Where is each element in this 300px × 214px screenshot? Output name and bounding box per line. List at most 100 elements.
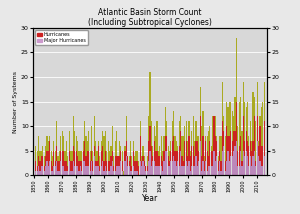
Bar <box>63 151 64 175</box>
Bar <box>119 141 120 175</box>
Bar <box>67 166 68 175</box>
Bar <box>141 161 142 175</box>
Bar <box>257 82 258 175</box>
Bar <box>215 136 216 175</box>
Bar <box>128 156 130 175</box>
Bar <box>89 171 91 175</box>
Bar <box>245 151 247 175</box>
Bar <box>200 141 201 175</box>
Bar <box>261 146 262 175</box>
Bar <box>204 171 205 175</box>
Bar <box>209 126 211 175</box>
Bar <box>163 136 164 175</box>
Bar <box>212 116 213 175</box>
Bar <box>120 161 121 175</box>
Bar <box>149 72 151 175</box>
Bar <box>119 156 120 175</box>
Bar <box>78 171 80 175</box>
Bar <box>44 171 45 175</box>
Bar <box>255 161 256 175</box>
Bar <box>219 136 220 175</box>
Bar <box>113 171 114 175</box>
Bar <box>236 38 237 175</box>
Bar <box>159 146 160 175</box>
Bar <box>184 126 185 175</box>
Bar <box>250 141 251 175</box>
Bar <box>70 161 71 175</box>
Bar <box>110 156 112 175</box>
Bar <box>106 171 107 175</box>
Bar <box>218 156 219 175</box>
Bar <box>122 161 123 175</box>
Bar <box>214 116 215 175</box>
Bar <box>130 141 131 175</box>
Bar <box>184 141 185 175</box>
Bar <box>35 161 36 175</box>
Bar <box>55 151 56 175</box>
Bar <box>179 146 180 175</box>
Bar <box>44 156 45 175</box>
Bar <box>110 166 112 175</box>
Bar <box>133 151 134 175</box>
Bar <box>183 161 184 175</box>
Bar <box>245 107 247 175</box>
Bar <box>138 166 140 175</box>
Bar <box>188 136 190 175</box>
Bar <box>201 156 202 175</box>
Bar <box>190 171 191 175</box>
Bar <box>220 136 222 175</box>
Bar <box>243 82 244 175</box>
Bar <box>151 146 152 175</box>
Bar <box>169 166 170 175</box>
Bar <box>248 166 250 175</box>
Bar <box>102 161 103 175</box>
Bar <box>60 136 62 175</box>
Bar <box>208 166 209 175</box>
Bar <box>169 151 170 175</box>
Bar <box>52 166 53 175</box>
Bar <box>134 171 135 175</box>
Bar <box>56 121 57 175</box>
Bar <box>69 161 70 175</box>
Bar <box>116 131 117 175</box>
Bar <box>175 136 176 175</box>
Bar <box>170 151 172 175</box>
Bar <box>169 161 170 175</box>
Bar <box>84 161 85 175</box>
Bar <box>258 156 259 175</box>
Bar <box>81 171 82 175</box>
Bar <box>145 171 146 175</box>
Bar <box>38 136 39 175</box>
Bar <box>190 151 191 175</box>
Bar <box>237 151 238 175</box>
Bar <box>39 151 41 175</box>
Bar <box>244 141 245 175</box>
Bar <box>205 161 206 175</box>
Bar <box>71 171 73 175</box>
Bar <box>141 156 142 175</box>
Bar <box>127 156 128 175</box>
Bar <box>148 141 149 175</box>
Bar <box>55 161 56 175</box>
Bar <box>94 116 95 175</box>
Bar <box>127 156 128 175</box>
Bar <box>201 126 202 175</box>
Bar <box>91 151 92 175</box>
Bar <box>126 141 127 175</box>
Bar <box>243 151 244 175</box>
Bar <box>38 166 39 175</box>
Bar <box>251 141 252 175</box>
Bar <box>91 126 92 175</box>
Bar <box>229 102 230 175</box>
Bar <box>222 82 223 175</box>
Bar <box>156 121 158 175</box>
Bar <box>222 121 223 175</box>
Bar <box>194 141 195 175</box>
Bar <box>95 166 96 175</box>
Bar <box>229 136 230 175</box>
Bar <box>145 166 146 175</box>
Bar <box>225 171 226 175</box>
Bar <box>251 166 252 175</box>
Bar <box>123 171 124 175</box>
Bar <box>82 141 84 175</box>
